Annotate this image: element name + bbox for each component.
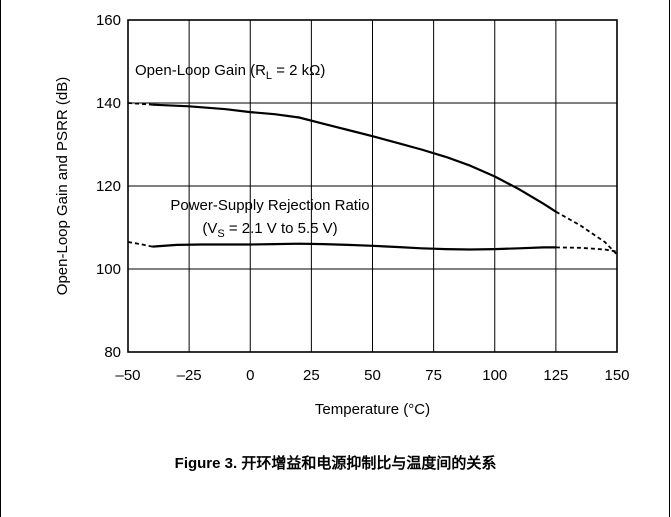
chart: –50 –25 0 25 50 75 100 125 150 80 100 120 140 160 Te… xyxy=(54,12,630,418)
x-tick-label: 25 xyxy=(303,367,320,384)
figure-caption: Figure 3. 开环增益和电源抑制比与温度间的关系 xyxy=(174,455,497,472)
y-tick-label: 140 xyxy=(96,95,121,112)
x-tick-label: –25 xyxy=(177,367,202,384)
annotation-open-loop-gain: Open-Loop Gain (RL = 2 kΩ) xyxy=(135,62,325,82)
series-lines xyxy=(127,102,618,256)
plot-area-border xyxy=(127,19,618,353)
y-axis-title: Open-Loop Gain and PSRR (dB) xyxy=(54,77,71,295)
annotation-psrr-line2: (VS = 2.1 V to 5.5 V) xyxy=(202,220,337,240)
psrr-line xyxy=(152,242,556,251)
psrr-extrapolated-left xyxy=(127,241,153,248)
y-tick-label: 160 xyxy=(96,12,121,29)
x-tick-label: –50 xyxy=(115,367,140,384)
psrr-line2-tail: = 2.1 V to 5.5 V) xyxy=(225,220,338,237)
y-tick-label: 120 xyxy=(96,178,121,195)
annotation-psrr-line1: Power-Supply Rejection Ratio xyxy=(170,197,369,214)
x-tick-label: 0 xyxy=(246,367,254,384)
psrr-line2-subscript: S xyxy=(217,228,224,240)
gain-label-subscript: L xyxy=(266,70,272,82)
x-axis-title: Temperature (°C) xyxy=(315,401,430,418)
gain-label-main: Open-Loop Gain (R xyxy=(135,62,266,79)
y-tick-label: 80 xyxy=(104,344,121,361)
x-tick-label: 150 xyxy=(604,367,629,384)
y-tick-label: 100 xyxy=(96,261,121,278)
open-loop-gain-extrapolated-right xyxy=(555,210,618,256)
x-tick-label: 100 xyxy=(482,367,507,384)
x-tick-label: 50 xyxy=(364,367,381,384)
psrr-extrapolated-right xyxy=(555,246,618,253)
x-axis-ticks: –50 –25 0 25 50 75 100 125 150 xyxy=(115,367,629,384)
psrr-line2-main: (V xyxy=(202,220,217,237)
y-axis-ticks: 80 100 120 140 160 xyxy=(96,12,121,361)
x-tick-label: 75 xyxy=(425,367,442,384)
gain-label-tail: = 2 kΩ) xyxy=(272,62,325,79)
x-tick-label: 125 xyxy=(543,367,568,384)
open-loop-gain-line xyxy=(152,103,557,213)
